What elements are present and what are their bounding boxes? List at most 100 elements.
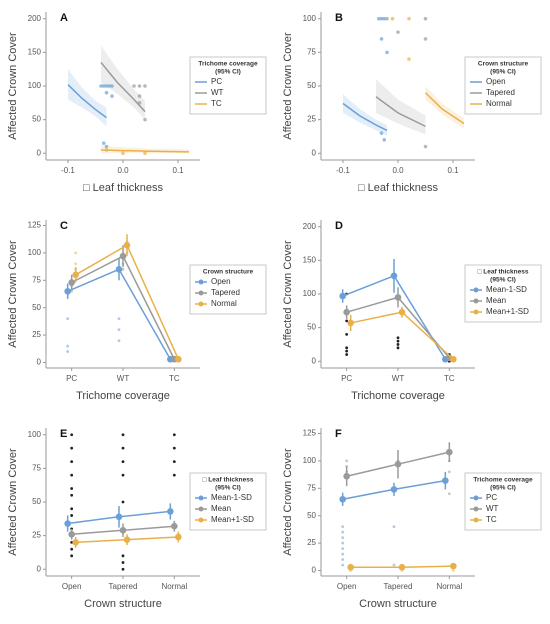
raw-point xyxy=(341,541,345,545)
raw-point xyxy=(70,460,74,464)
legend-label: TC xyxy=(486,515,497,524)
mean-point xyxy=(450,562,457,570)
legend-title: (95% CI) xyxy=(490,69,516,76)
legend-dot xyxy=(473,287,479,293)
mean-point xyxy=(343,472,350,480)
y-axis-label: Affected Crown Cover xyxy=(7,32,19,140)
data-point xyxy=(385,50,389,55)
raw-point xyxy=(117,328,121,332)
fit-line xyxy=(100,149,190,153)
raw-point xyxy=(121,567,125,571)
y-axis-label: Affected Crown Cover xyxy=(7,448,19,556)
legend-title: (95% CI) xyxy=(490,485,516,492)
raw-point xyxy=(396,339,400,343)
legend-title: (95% CI) xyxy=(490,277,516,284)
data-point xyxy=(110,84,114,88)
legend-title: □ Leaf thickness xyxy=(203,477,254,484)
mean-point xyxy=(347,319,354,327)
x-tick-label: PC xyxy=(66,374,77,383)
raw-point xyxy=(341,558,345,561)
panel-label: F xyxy=(335,428,342,440)
data-point xyxy=(382,138,387,142)
x-tick-label: WT xyxy=(117,374,130,383)
x-tick-label: Open xyxy=(62,582,82,591)
raw-point xyxy=(172,460,176,464)
raw-point xyxy=(341,563,345,567)
legend-label: Normal xyxy=(211,299,237,308)
legend-title: □ Leaf thickness xyxy=(478,269,529,276)
mean-point xyxy=(167,508,174,515)
mean-point xyxy=(343,308,350,316)
mean-line xyxy=(71,255,176,360)
legend-label: Mean xyxy=(211,504,231,513)
y-tick-label: 50 xyxy=(32,115,41,124)
legend-label: Normal xyxy=(486,99,512,108)
mean-line xyxy=(67,268,171,360)
x-tick-label: Normal xyxy=(436,582,462,591)
raw-point xyxy=(121,267,125,271)
y-axis-label: Affected Crown Cover xyxy=(7,240,19,348)
raw-point xyxy=(70,547,74,551)
legend-label: Tapered xyxy=(486,88,515,97)
raw-point xyxy=(392,525,396,529)
y-tick-label: 100 xyxy=(303,456,317,465)
x-tick-label: 0.1 xyxy=(172,166,184,175)
raw-point xyxy=(66,350,70,353)
data-point xyxy=(396,30,400,34)
raw-point xyxy=(70,473,74,477)
data-point xyxy=(101,84,106,88)
x-tick-label: WT xyxy=(392,374,405,383)
mean-point xyxy=(175,533,182,541)
data-point xyxy=(407,16,411,21)
raw-point xyxy=(341,536,345,540)
raw-point xyxy=(341,547,345,550)
legend-label: TC xyxy=(211,99,222,108)
data-point xyxy=(143,151,147,156)
data-point xyxy=(101,141,106,145)
mean-line xyxy=(350,311,454,360)
y-axis-label: Affected Crown Cover xyxy=(282,240,294,348)
y-tick-label: 50 xyxy=(32,497,41,506)
legend-label: Tapered xyxy=(211,288,240,297)
x-tick-label: Tapered xyxy=(109,582,138,591)
mean-point xyxy=(68,279,75,286)
x-axis-label: Trichome coverage xyxy=(76,390,170,402)
raw-point xyxy=(121,433,125,437)
data-point xyxy=(107,84,112,88)
legend-title: Trichome coverage xyxy=(473,477,533,484)
y-axis-label: Affected Crown Cover xyxy=(282,448,294,556)
raw-point xyxy=(341,530,345,534)
panel-label: A xyxy=(60,12,68,24)
y-tick-label: 75 xyxy=(32,275,41,284)
mean-point xyxy=(442,477,449,484)
y-tick-label: 0 xyxy=(37,358,42,367)
fit-line xyxy=(67,84,107,119)
data-point xyxy=(423,16,428,21)
raw-point xyxy=(345,349,349,353)
legend-dot xyxy=(198,517,204,523)
data-point xyxy=(104,144,109,149)
raw-point xyxy=(345,459,349,463)
raw-point xyxy=(345,346,349,350)
data-point xyxy=(382,16,387,21)
data-point xyxy=(379,37,384,41)
mean-point xyxy=(123,536,131,543)
y-tick-label: 100 xyxy=(303,14,317,23)
legend-title: (95% CI) xyxy=(215,485,241,492)
y-tick-label: 25 xyxy=(307,538,316,547)
legend-dot xyxy=(198,301,204,307)
raw-point xyxy=(447,492,451,496)
mean-point xyxy=(123,241,131,249)
data-point xyxy=(137,84,142,88)
legend-label: PC xyxy=(211,77,222,86)
raw-point xyxy=(121,554,125,558)
legend-dot xyxy=(473,506,479,512)
mean-point xyxy=(446,448,453,456)
y-tick-label: 25 xyxy=(32,531,41,540)
raw-point xyxy=(121,500,125,504)
data-point xyxy=(379,131,384,135)
legend-label: WT xyxy=(211,88,224,97)
mean-point xyxy=(450,355,457,363)
raw-point xyxy=(70,540,74,544)
raw-point xyxy=(341,552,345,556)
